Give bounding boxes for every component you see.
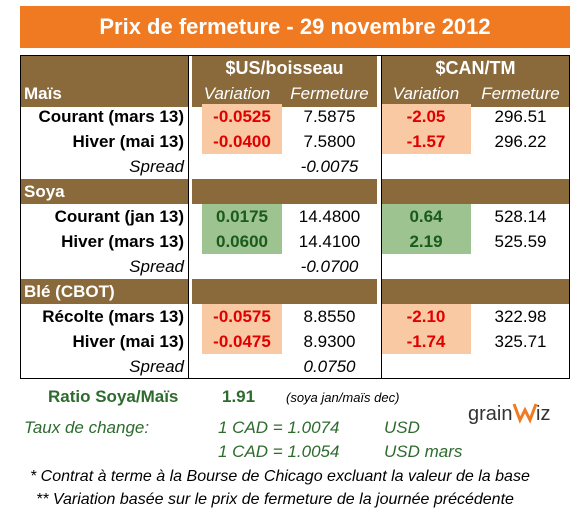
us-close: 7.5800: [303, 131, 356, 151]
svg-text:iz: iz: [536, 403, 550, 425]
row-label: Courant (mars 13): [38, 106, 184, 126]
can-variation: -2.05: [381, 104, 471, 129]
header-can-variation: Variation: [392, 84, 460, 103]
us-variation: -0.0575: [202, 304, 282, 329]
spread-label: Spread: [129, 156, 184, 176]
ratio-note: (soya jan/maïs dec): [286, 389, 400, 405]
header-can-fermeture: Fermeture: [481, 84, 560, 103]
can-close: 296.22: [494, 131, 547, 151]
exchange-rate-1: 1 CAD = 1.0074: [218, 418, 340, 437]
can-close: 525.59: [494, 231, 547, 251]
us-close: 14.4800: [298, 206, 361, 226]
row-label: Récolte (mars 13): [42, 306, 184, 326]
header-us: $US/boisseau: [225, 57, 344, 78]
can-close: 322.98: [494, 306, 547, 326]
us-variation: 0.0600: [202, 229, 282, 254]
spread-label: Spread: [129, 356, 184, 376]
can-variation: -1.74: [381, 329, 471, 354]
can-close: 296.51: [494, 106, 547, 126]
spread-label: Spread: [129, 256, 184, 276]
exchange-unit-1: USD: [384, 418, 420, 437]
can-close: 528.14: [494, 206, 547, 226]
section-name-ble: Blé (CBOT): [24, 281, 115, 301]
ratio-label: Ratio Soya/Maïs: [48, 387, 179, 406]
table-right-border: [569, 55, 570, 379]
us-variation: -0.0475: [202, 329, 282, 354]
can-variation: 0.64: [381, 204, 471, 229]
spread-value: -0.0700: [300, 256, 359, 276]
section-header-ble: [20, 279, 570, 304]
can-close: 325.71: [494, 331, 547, 351]
header-row-2: [20, 81, 570, 107]
grainwiz-logo-icon: grain iz: [468, 403, 550, 425]
can-variation: -1.57: [381, 129, 471, 154]
header-us-variation: Variation: [203, 84, 271, 103]
header-can: $CAN/TM: [435, 57, 516, 78]
exchange-rate-2: 1 CAD = 1.0054: [218, 442, 340, 461]
us-variation: 0.0175: [202, 204, 282, 229]
table-divider-2: [381, 55, 382, 379]
us-close: 14.4100: [298, 231, 361, 251]
header-us-fermeture: Fermeture: [290, 84, 369, 103]
spread-value: -0.0075: [300, 156, 359, 176]
us-close: 8.8550: [303, 306, 356, 326]
row-label: Hiver (mars 13): [61, 231, 184, 251]
row-label: Hiver (mai 13): [72, 331, 185, 351]
us-variation: -0.0525: [202, 104, 282, 129]
table-bottom-border: [20, 378, 570, 379]
header-row-1: [20, 55, 570, 81]
can-variation: 2.19: [381, 229, 471, 254]
us-variation: -0.0400: [202, 129, 282, 154]
section-name-mais: Maïs: [24, 84, 62, 103]
page-title: Prix de fermeture - 29 novembre 2012: [20, 6, 570, 48]
table-left-border: [20, 55, 21, 379]
section-header-soya: [20, 179, 570, 204]
footnote-1: * Contrat à terme à la Bourse de Chicago…: [30, 468, 530, 485]
us-close: 8.9300: [303, 331, 356, 351]
row-label: Hiver (mai 13): [72, 131, 185, 151]
footnote-2: ** Variation basée sur le prix de fermet…: [36, 491, 514, 508]
ratio-value: 1.91: [222, 387, 256, 406]
table-top-border: [20, 55, 570, 56]
grainwiz-logo: grain iz: [468, 396, 564, 430]
us-close: 7.5875: [303, 106, 356, 126]
exchange-unit-2: USD mars: [384, 442, 463, 461]
spread-value: 0.0750: [303, 356, 356, 376]
can-variation: -2.10: [381, 304, 471, 329]
table-divider-1: [188, 55, 189, 379]
svg-text:grain: grain: [468, 403, 512, 425]
row-label: Courant (jan 13): [54, 206, 184, 226]
exchange-label: Taux de change:: [24, 418, 150, 437]
section-name-soya: Soya: [24, 181, 65, 201]
